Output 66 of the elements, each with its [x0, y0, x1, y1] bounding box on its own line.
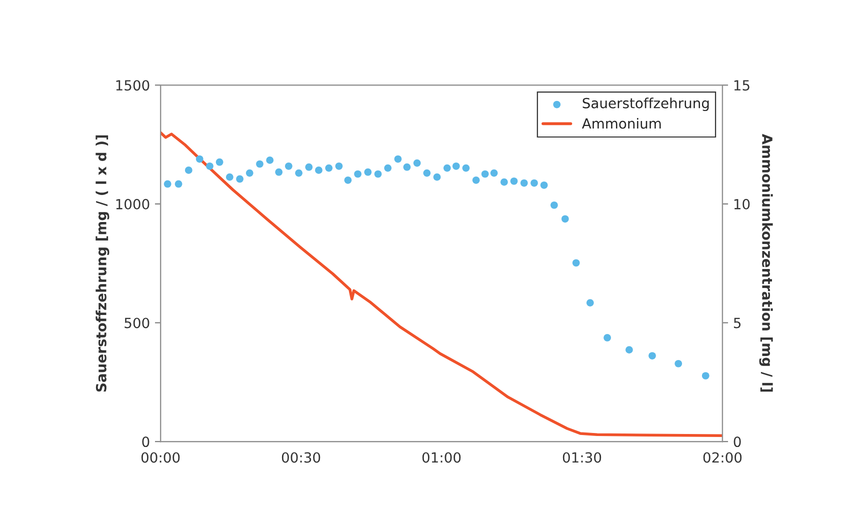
- point: [433, 173, 441, 181]
- point: [702, 372, 710, 380]
- x-tick-label: 01:30: [562, 452, 602, 463]
- point: [510, 177, 518, 185]
- point: [256, 160, 264, 168]
- point: [520, 179, 528, 187]
- y-tick-label: 0: [142, 436, 150, 448]
- point: [586, 299, 594, 306]
- point: [384, 164, 392, 172]
- point: [206, 162, 214, 170]
- point: [226, 173, 234, 181]
- point: [540, 181, 548, 189]
- point: [325, 164, 333, 172]
- point: [674, 360, 682, 368]
- point: [236, 175, 244, 183]
- line-series: [160, 131, 722, 438]
- point: [413, 159, 421, 167]
- x-tick-label: 02:00: [703, 452, 742, 463]
- point: [648, 352, 656, 360]
- point: [354, 170, 362, 178]
- point: [216, 158, 224, 166]
- point: [550, 201, 558, 209]
- y-tick-label: 1500: [116, 80, 150, 91]
- x-tick-label: 00:30: [282, 452, 320, 463]
- point: [374, 170, 382, 178]
- point: [246, 169, 254, 177]
- point: [472, 176, 480, 184]
- y2-tick-label: 0: [734, 436, 741, 448]
- point: [572, 259, 580, 267]
- y-axis-title: Sauerstoffzehrung [mg / ( l x d )]: [96, 135, 110, 392]
- point: [481, 170, 489, 178]
- point: [403, 163, 411, 171]
- x-tick-label: 00:00: [141, 452, 180, 463]
- point: [500, 178, 508, 186]
- point: [462, 164, 470, 172]
- point: [394, 155, 402, 163]
- point: [275, 168, 283, 176]
- point: [284, 162, 292, 170]
- point: [295, 169, 302, 177]
- point: [315, 166, 322, 174]
- y2-tick-label: 5: [734, 318, 741, 328]
- point: [443, 164, 451, 172]
- point: [452, 162, 460, 170]
- point: [266, 156, 274, 164]
- point: [423, 169, 431, 177]
- x-tick-label: 01:00: [422, 452, 461, 463]
- y-tick-label: 500: [124, 318, 150, 328]
- y2-tick-label: 15: [734, 80, 750, 91]
- point: [305, 163, 313, 171]
- point: [344, 176, 352, 184]
- legend-label: Sauerstoffzehrung: [582, 98, 709, 112]
- point: [490, 169, 498, 177]
- y2-axis-title: Ammoniumkonzentration [mg / l]: [759, 134, 773, 392]
- point: [530, 179, 538, 187]
- legend-label: Ammonium: [582, 118, 661, 129]
- point: [626, 346, 633, 354]
- point: [164, 180, 172, 188]
- y2-tick-label: 10: [734, 198, 750, 210]
- point: [335, 162, 343, 170]
- point: [604, 334, 611, 342]
- point: [561, 215, 569, 223]
- y-tick-label: 1000: [116, 198, 150, 210]
- point: [196, 155, 204, 163]
- point: [364, 168, 372, 176]
- point: [174, 180, 182, 188]
- point: [184, 166, 192, 174]
